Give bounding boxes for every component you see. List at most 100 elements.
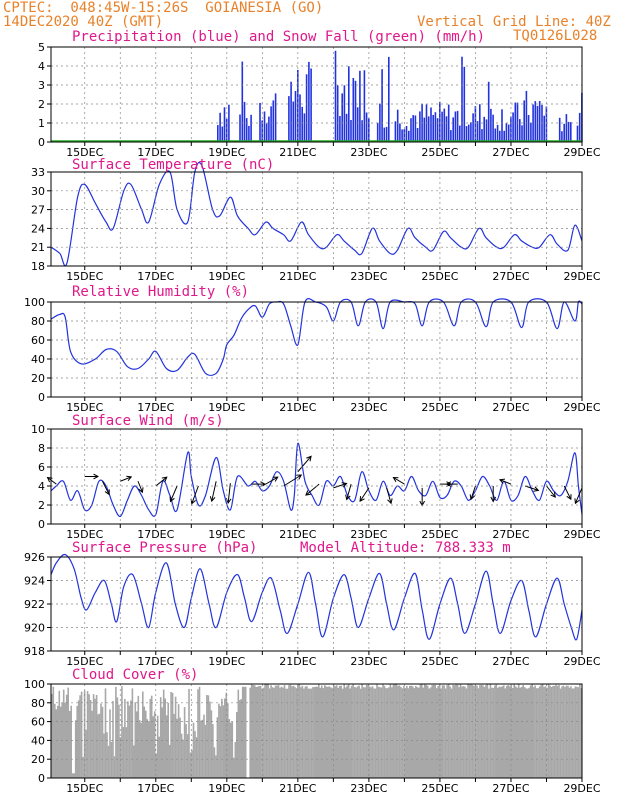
x-tick-label: 27DEC — [492, 146, 529, 159]
cloud-bar — [374, 688, 377, 778]
cloud-bar — [434, 684, 436, 778]
precip-bar — [414, 115, 417, 142]
cloud-bar — [537, 688, 539, 778]
cloud-bar — [462, 686, 465, 778]
cloud-bar — [373, 688, 375, 778]
press-title: Surface Pressure (hPa) — [72, 540, 257, 556]
cloud-bar — [189, 752, 192, 778]
cloud-bar — [506, 686, 508, 778]
cloud-bar — [109, 709, 111, 778]
cloud-bar — [523, 687, 526, 778]
precip-bar — [228, 104, 230, 142]
precip-bar — [494, 128, 497, 142]
y-tick-label: 30 — [31, 185, 45, 198]
precip-bar — [512, 112, 514, 142]
x-tick-label: 23DEC — [350, 401, 387, 414]
header-station: CPTEC: 048:45W-15:26S GOIANESIA (GO) — [3, 0, 324, 16]
precip-bar — [487, 81, 490, 142]
cloud-bar — [225, 692, 228, 778]
precip-bar — [363, 70, 366, 142]
cloud-bar — [291, 686, 293, 778]
cloud-bar — [158, 736, 160, 778]
precip-bar — [388, 56, 390, 142]
cloud-bar — [137, 695, 140, 778]
cloud-bar — [283, 685, 286, 778]
cloud-bar — [544, 686, 547, 778]
cloud-bar — [376, 684, 378, 778]
cloud-bar — [261, 688, 263, 778]
precip-bar — [303, 113, 306, 142]
cloud-bar — [150, 695, 153, 778]
precip-bar — [465, 126, 468, 142]
cloud-bar — [347, 684, 350, 778]
cloud-bar — [330, 687, 332, 778]
cloud-bar — [116, 697, 119, 778]
cloud-bar — [491, 687, 493, 778]
cloud-bar — [192, 722, 195, 778]
precip-bar — [490, 108, 492, 142]
x-tick-label: 21DEC — [279, 528, 316, 541]
precip-bar — [567, 121, 570, 142]
cloud-bar — [240, 699, 243, 778]
cloud-bar — [231, 721, 234, 778]
x-tick-label: 25DEC — [421, 270, 458, 283]
precip-bar — [516, 102, 519, 142]
x-tick-label: 21DEC — [279, 401, 316, 414]
cloud-bar — [370, 687, 372, 778]
cloud-bar — [526, 688, 529, 778]
precip-bar — [294, 91, 297, 142]
y-tick-label: 33 — [31, 166, 45, 179]
precip-bar — [459, 125, 461, 142]
cloud-bar — [54, 703, 56, 778]
cloud-bar — [435, 688, 438, 778]
x-tick-label: 25DEC — [421, 655, 458, 668]
wind-arrow — [211, 481, 217, 502]
wind-arrow — [574, 487, 583, 504]
wind-arrow — [393, 477, 405, 485]
precip-bar — [268, 116, 270, 142]
y-tick-label: 922 — [24, 598, 45, 611]
y-tick-label: 100 — [24, 678, 45, 691]
precip-bar — [239, 114, 241, 142]
y-tick-label: 60 — [31, 716, 45, 729]
precip-bar — [365, 112, 368, 142]
wind-arrow-head — [469, 494, 476, 501]
cloud-bar — [538, 686, 541, 778]
cloud-bar — [312, 687, 314, 778]
precip-bar — [503, 130, 505, 142]
precip-bar — [250, 114, 252, 142]
wind-arrow-head — [419, 500, 426, 507]
header-date: 14DEC2020 40Z (GMT) — [3, 14, 164, 30]
cloud-bar — [186, 734, 189, 778]
y-tick-label: 40 — [31, 353, 45, 366]
cloud-bar — [125, 727, 128, 778]
cloud-bar — [171, 692, 174, 778]
cloud-bar — [510, 685, 513, 778]
x-tick-label: 29DEC — [563, 401, 600, 414]
precip-bar — [543, 115, 545, 142]
cloud-bar — [517, 684, 520, 778]
precip-bar — [532, 104, 534, 142]
precip-bar — [447, 104, 450, 142]
precip-bar — [352, 78, 355, 142]
cloud-bar — [468, 684, 471, 778]
cloud-bar — [162, 689, 165, 778]
cloud-bar — [121, 686, 123, 778]
precip-bar — [221, 126, 224, 142]
cloud-bar — [80, 691, 83, 778]
y-tick-label: 1 — [38, 117, 45, 130]
cloud-bar — [165, 715, 168, 778]
cloud-bar — [401, 688, 404, 778]
cloud-title: Cloud Cover (%) — [72, 667, 198, 683]
x-tick-label: 17DEC — [137, 270, 174, 283]
y-tick-label: 5 — [38, 41, 45, 54]
cloud-bar — [276, 685, 278, 778]
cloud-bar — [444, 688, 447, 778]
wind-arrow-head — [387, 498, 393, 505]
cloud-bar — [398, 685, 401, 778]
y-tick-label: 918 — [24, 645, 45, 658]
cloud-bar — [547, 684, 550, 778]
wind-arrow — [346, 483, 352, 500]
cloud-bar — [477, 688, 480, 778]
